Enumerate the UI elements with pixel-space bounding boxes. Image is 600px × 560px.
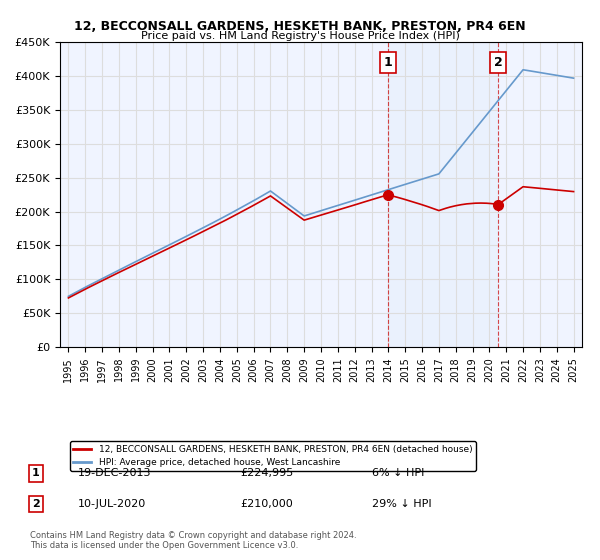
Text: £210,000: £210,000	[240, 499, 293, 509]
Text: 29% ↓ HPI: 29% ↓ HPI	[372, 499, 431, 509]
Text: 1: 1	[383, 56, 392, 69]
Text: Price paid vs. HM Land Registry's House Price Index (HPI): Price paid vs. HM Land Registry's House …	[140, 31, 460, 41]
Text: 1: 1	[32, 468, 40, 478]
Text: 19-DEC-2013: 19-DEC-2013	[78, 468, 151, 478]
Legend: 12, BECCONSALL GARDENS, HESKETH BANK, PRESTON, PR4 6EN (detached house), HPI: Av: 12, BECCONSALL GARDENS, HESKETH BANK, PR…	[70, 441, 476, 471]
Text: 2: 2	[494, 56, 503, 69]
Bar	[388, 42, 499, 347]
Text: 10-JUL-2020: 10-JUL-2020	[78, 499, 146, 509]
Text: £224,995: £224,995	[240, 468, 293, 478]
Text: Contains HM Land Registry data © Crown copyright and database right 2024.
This d: Contains HM Land Registry data © Crown c…	[30, 530, 356, 550]
Text: 2: 2	[32, 499, 40, 509]
Text: 6% ↓ HPI: 6% ↓ HPI	[372, 468, 424, 478]
Text: 12, BECCONSALL GARDENS, HESKETH BANK, PRESTON, PR4 6EN: 12, BECCONSALL GARDENS, HESKETH BANK, PR…	[74, 20, 526, 32]
